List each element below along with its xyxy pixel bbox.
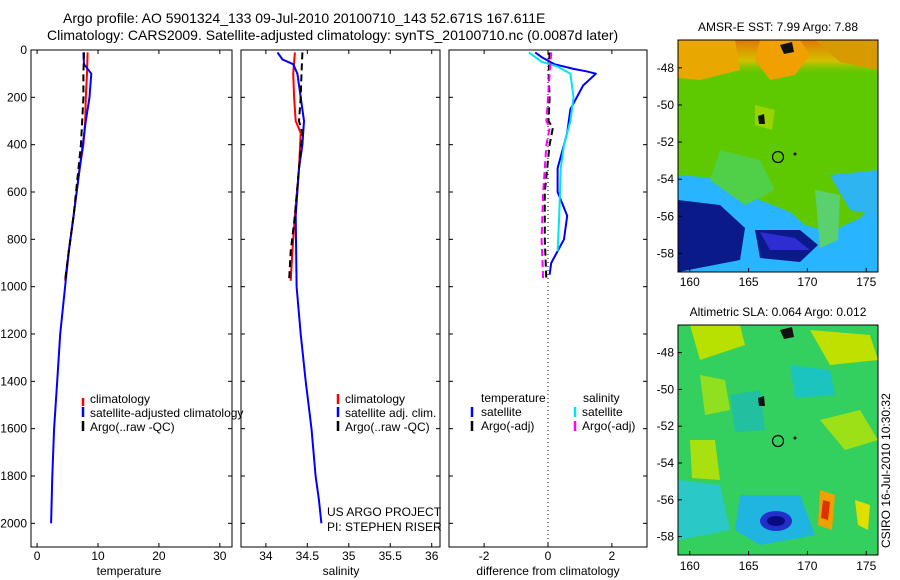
x-tick-label: 34	[259, 549, 273, 563]
sst-map-image	[678, 40, 878, 272]
map-y-tick-label: -50	[657, 98, 675, 112]
plot-title-line-1: Argo profile: AO 5901324_133 09-Jul-2010…	[63, 10, 546, 26]
csiro-credit: CSIRO 16-Jul-2010 10:30:32	[879, 393, 893, 548]
map-x-tick-label: 170	[797, 559, 817, 573]
y-tick-label: 0	[20, 43, 27, 57]
y-tick-label: 1400	[0, 374, 27, 388]
y-tick-label: 800	[7, 232, 27, 246]
temperature-legend: climatology satellite-adjusted climatolo…	[81, 392, 243, 434]
sla-map: Altimetric SLA: 0.064 Argo: 0.012 160 165…	[657, 305, 879, 573]
x-tick-label: 36	[425, 549, 439, 563]
y-tick-label: 2000	[0, 516, 27, 530]
legend-label-argo: Argo(..raw -QC)	[345, 420, 430, 434]
map-x-tick-label: 175	[856, 559, 876, 573]
temperature-panel: 0 10 20 30 0 200 400 600 800 1000 1200 1400 1600 1800…	[0, 43, 243, 578]
y-tick-label: 1800	[0, 469, 27, 483]
difference-panel: -2 0 2 difference from climatology tempera…	[448, 49, 648, 578]
sst-map-title: AMSR-E SST: 7.99 Argo: 7.88	[698, 20, 858, 34]
legend-label-satellite: satellite-adjusted climatology	[90, 406, 243, 420]
legend-label-sal-argo: Argo(-adj)	[582, 419, 635, 433]
x-tick-label: 0	[34, 549, 41, 563]
y-tick-label: 1600	[0, 422, 27, 436]
series-line-argo-raw-qc-	[288, 52, 304, 281]
x-tick-label: 34.5	[296, 549, 320, 563]
legend-label-sal-satellite: satellite	[582, 405, 623, 419]
y-tick-label: 1000	[0, 280, 27, 294]
map-y-tick-label: -54	[657, 456, 675, 470]
argo-position-marker	[771, 434, 785, 448]
map-y-tick-label: -52	[657, 135, 675, 149]
map-y-tick-label: -48	[657, 346, 675, 360]
map-y-tick-label: -56	[657, 493, 675, 507]
y-tick-label: 200	[7, 90, 27, 104]
legend-header-salinity: salinity	[583, 391, 620, 405]
salinity-legend: climatology satellite adj. clim. Argo(..…	[336, 392, 436, 434]
x-tick-label: 10	[91, 549, 105, 563]
x-tick-label: 2	[609, 549, 616, 563]
x-tick-label: 35	[342, 549, 356, 563]
x-tick-label: 0	[545, 549, 552, 563]
map-y-tick-label: -56	[657, 209, 675, 223]
map-x-tick-label: 175	[856, 275, 876, 289]
map-y-tick-label: -58	[657, 246, 675, 260]
y-tick-label: 600	[7, 185, 27, 199]
sst-map: AMSR-E SST: 7.99 Argo: 7.88 160 165 170 175…	[657, 20, 879, 289]
legend-label-satellite: satellite adj. clim.	[345, 406, 436, 420]
map-y-tick-label: -48	[657, 61, 675, 75]
legend-label-temp-satellite: satellite	[481, 405, 522, 419]
project-label: US ARGO PROJECT	[327, 505, 442, 519]
x-tick-label: -2	[479, 549, 490, 563]
y-tick-label: 1200	[0, 327, 27, 341]
y-tick-label: 400	[7, 138, 27, 152]
legend-label-temp-argo: Argo(-adj)	[481, 419, 534, 433]
series-line-satellite-adjusted-climatology	[50, 52, 93, 524]
map-y-tick-label: -58	[657, 530, 675, 544]
map-y-tick-label: -52	[657, 419, 675, 433]
sla-map-title: Altimetric SLA: 0.064 Argo: 0.012	[690, 305, 867, 319]
series-line-climatology	[289, 52, 302, 281]
legend-label-climatology: climatology	[345, 392, 405, 406]
map-y-tick-label: -50	[657, 382, 675, 396]
series-line-temperature-satellite	[534, 51, 597, 275]
map-y-tick-label: -54	[657, 172, 675, 186]
map-x-tick-label: 165	[739, 559, 759, 573]
salinity-panel: 34 34.5 35 35.5 36 salinity climatology sate…	[240, 49, 442, 578]
argo-position-marker	[771, 150, 785, 164]
plot-title-line-2: Climatology: CARS2009. Satellite-adjuste…	[47, 27, 619, 43]
sla-map-image	[678, 325, 878, 555]
series-line-argo-raw-qc-	[64, 52, 85, 281]
salinity-axis-label: salinity	[323, 564, 360, 578]
series-line-satellite-adj-clim-	[276, 51, 323, 524]
map-x-tick-label: 160	[680, 275, 700, 289]
legend-label-climatology: climatology	[90, 392, 150, 406]
x-tick-label: 35.5	[379, 549, 403, 563]
map-x-tick-label: 170	[797, 275, 817, 289]
map-x-tick-label: 165	[739, 275, 759, 289]
difference-legend: temperature salinity satellite Argo(-adj…	[470, 391, 635, 433]
difference-axis-label: difference from climatology	[476, 564, 619, 578]
x-tick-label: 20	[152, 549, 166, 563]
legend-label-argo: Argo(..raw -QC)	[90, 420, 175, 434]
pi-label: PI: STEPHEN RISER	[327, 520, 442, 534]
map-x-tick-label: 160	[680, 559, 700, 573]
legend-header-temperature: temperature	[481, 391, 546, 405]
x-tick-label: 30	[213, 549, 227, 563]
temperature-axis-label: temperature	[97, 564, 162, 578]
